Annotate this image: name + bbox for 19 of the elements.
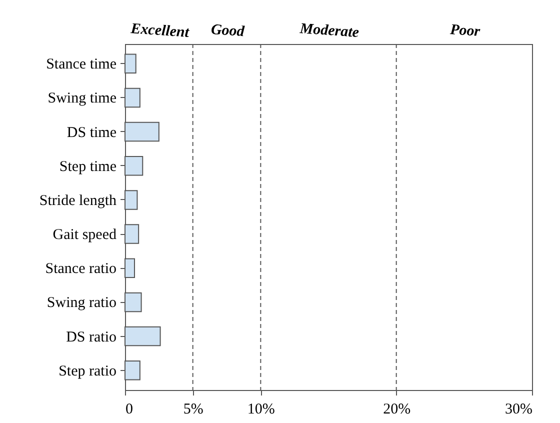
y-tick-label: Swing ratio: [46, 295, 116, 312]
x-tick-label: 20%: [383, 402, 411, 418]
y-tick-label: Step time: [59, 158, 117, 175]
text: Excellent: [129, 20, 190, 42]
y-tick-label: Stance ratio: [45, 261, 116, 278]
y-tick-label: Stance time: [46, 56, 117, 73]
text: Poor: [450, 22, 481, 40]
text: Moderate: [298, 20, 360, 42]
y-tick-label: Step ratio: [58, 363, 116, 380]
y-tick-label: Stride length: [39, 192, 117, 209]
x-tick-label: 0: [126, 402, 133, 418]
y-tick-label: DS time: [66, 124, 117, 141]
y-tick-label: Gait speed: [52, 227, 117, 244]
x-tick-label: 5%: [183, 402, 204, 418]
y-tick-label: Swing time: [48, 90, 117, 107]
text: Good: [210, 22, 246, 40]
x-tick-label: 10%: [247, 402, 275, 418]
y-tick-label: DS ratio: [66, 329, 116, 346]
x-tick-label: 30%: [505, 402, 532, 418]
